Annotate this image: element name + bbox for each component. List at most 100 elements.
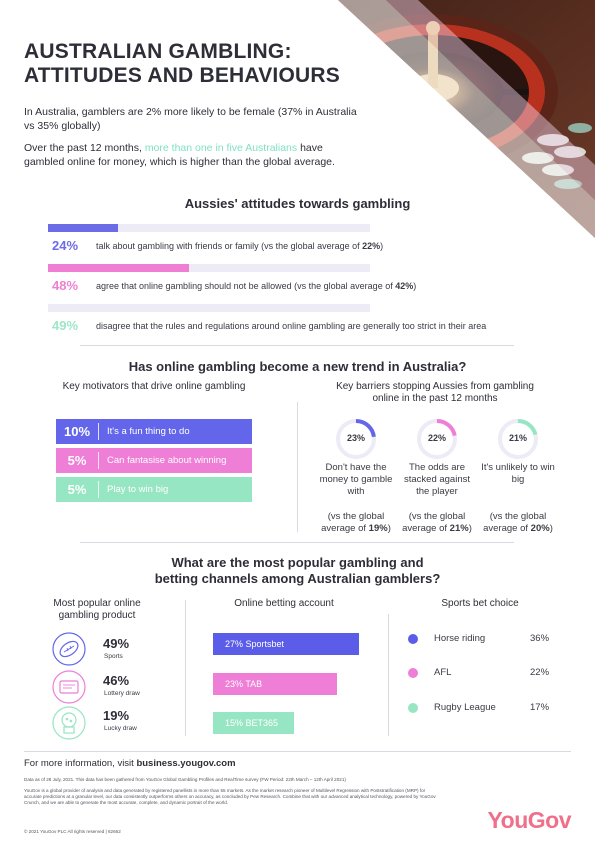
channels-title-line-2: betting channels among Australian gamble… — [154, 571, 441, 586]
barrier-label-3: It's unlikely to win big — [481, 462, 555, 485]
motivator-win-big: 5% Play to win big — [56, 477, 252, 502]
betting-bar-tab: 23% TAB — [213, 673, 337, 695]
intro-paragraph: In Australia, gamblers are 2% more likel… — [24, 106, 357, 132]
barrier-global-3-pre: average of — [483, 523, 531, 534]
product-pct-sports: 49% — [103, 636, 130, 651]
about-line-3: Crunch, and we are able to generate the … — [24, 800, 229, 805]
about-line-2: accurate predictions at a granular level… — [24, 794, 436, 799]
product-label-lottery: Lottery draw — [104, 690, 140, 697]
attitude-bar-2-fill — [48, 264, 189, 272]
divider-1 — [80, 345, 514, 346]
attitude-text-2-post: ) — [413, 281, 417, 291]
attitude-text-1-pre: talk about gambling with friends or fami… — [96, 241, 363, 251]
more-info-text: For more information, visit business.you… — [24, 758, 236, 769]
footer-divider — [24, 751, 571, 752]
attitude-pct-1: 24% — [52, 238, 79, 253]
barrier-global-3-line1: (vs the global — [489, 511, 547, 522]
barrier-ring-2-fill — [417, 419, 457, 459]
motivator-fantasise: 5% Can fantasise about winning — [56, 448, 252, 473]
channels-title: What are the most popular gambling and b… — [0, 555, 595, 587]
sports-title: Sports bet choice — [441, 598, 519, 609]
barrier-global-2-pre: average of — [402, 523, 450, 534]
attitude-pct-3: 49% — [52, 318, 79, 333]
attitude-text-3: disagree that the rules and regulations … — [96, 321, 486, 331]
sport-name-horse: Horse riding — [434, 633, 486, 644]
intro2-pre: Over the past 12 months, — [24, 142, 145, 154]
intro-online-paragraph: Over the past 12 months, more than one i… — [24, 142, 364, 169]
attitude-bar-3 — [48, 304, 370, 312]
hero-roulette-image — [268, 0, 595, 238]
about-line-1: YouGov is a global provider of analysis … — [24, 788, 426, 793]
motivator-fun-label: It's a fun thing to do — [107, 426, 190, 437]
lottery-ticket-icon — [52, 670, 86, 704]
motivators-title: Key motivators that drive online gamblin… — [62, 381, 246, 392]
motivator-fantasise-pct: 5% — [67, 453, 87, 468]
barrier-pct-3: 21% — [508, 433, 527, 443]
attitude-text-3-pre: disagree that the rules and regulations … — [96, 321, 487, 331]
barrier-global-3-bold: 20% — [530, 523, 550, 534]
barrier-global-1-pre: average of — [321, 523, 369, 534]
products-title: Most popular online gambling product — [30, 598, 164, 622]
motivator-fun: 10% It's a fun thing to do — [56, 419, 252, 444]
copyright: © 2021 YouGov PLC All rights reserved | … — [24, 829, 121, 834]
barrier-pct-2: 22% — [427, 433, 446, 443]
sport-pct-horse: 36% — [530, 633, 550, 644]
page-title: AUSTRALIAN GAMBLING: ATTITUDES AND BEHAV… — [24, 40, 340, 88]
sport-name-afl: AFL — [434, 667, 452, 678]
sport-name-rugby: Rugby League — [434, 702, 496, 713]
sport-dot-afl — [408, 668, 418, 678]
more-info-link[interactable]: business.yougov.com — [136, 758, 236, 769]
products-title-line-2: gambling product — [58, 610, 136, 621]
barrier-pct-1: 23% — [346, 433, 365, 443]
channels-vertical-divider-1 — [185, 600, 186, 736]
attitude-text-1-post: ) — [380, 241, 384, 251]
product-pct-lucky: 19% — [103, 708, 130, 723]
barrier-global-3: (vs the global average of 20%) — [474, 511, 562, 535]
barrier-global-1-post: ) — [387, 523, 391, 534]
barriers-title-line-2: online in the past 12 months — [372, 393, 498, 404]
barrier-global-2-line1: (vs the global — [408, 511, 466, 522]
barrier-ring-1-fill — [336, 419, 376, 459]
barrier-label-1: Don't have the money to gamble with — [319, 462, 393, 497]
sport-pct-afl: 22% — [530, 667, 550, 678]
barrier-ring-2 — [417, 419, 457, 459]
barrier-global-1-bold: 19% — [368, 523, 388, 534]
intro2-highlight: more than one in five Australians — [144, 142, 298, 154]
barrier-global-3-post: ) — [549, 523, 553, 534]
barriers-title-line-1: Key barriers stopping Aussies from gambl… — [336, 381, 534, 392]
attitude-text-1-bold: 22% — [362, 241, 381, 251]
roulette-wheel-illustration — [268, 0, 595, 238]
attitude-bar-2 — [48, 264, 370, 272]
attitude-text-1: talk about gambling with friends or fami… — [96, 241, 383, 251]
barrier-global-2-bold: 21% — [449, 523, 469, 534]
attitude-bar-1 — [48, 224, 370, 232]
motivator-fun-pct: 10% — [63, 424, 91, 439]
channels-title-line-1: What are the most popular gambling and — [171, 555, 424, 570]
barrier-ring-3 — [498, 419, 538, 459]
about-yougov: YouGov is a global provider of analysis … — [24, 788, 574, 806]
betting-bar-bet365: 15% BET365 — [213, 712, 294, 734]
barrier-ring-3-fill — [498, 419, 538, 459]
products-title-line-1: Most popular online — [53, 598, 141, 609]
trend-vertical-divider — [297, 402, 298, 532]
sport-dot-rugby — [408, 703, 418, 713]
title-line-2: ATTITUDES AND BEHAVIOURS — [24, 64, 340, 87]
sport-dot-horse — [408, 634, 418, 644]
attitude-bar-1-fill — [48, 224, 118, 232]
barriers-title: Key barriers stopping Aussies from gambl… — [300, 381, 570, 405]
channels-vertical-divider-2 — [388, 614, 389, 736]
product-label-lucky: Lucky draw — [104, 725, 137, 732]
motivator-win-big-label: Play to win big — [107, 484, 169, 495]
divider-2 — [80, 542, 514, 543]
barrier-global-1-line1: (vs the global — [327, 511, 385, 522]
more-info-pre: For more information, visit — [24, 758, 137, 769]
betting-title: Online betting account — [234, 598, 334, 609]
intro2-post: have gambled online for money, which is … — [24, 142, 335, 168]
barrier-global-2-post: ) — [468, 523, 472, 534]
motivator-win-big-pct: 5% — [67, 482, 87, 497]
football-icon — [52, 632, 86, 666]
attitude-text-2-bold: 42% — [395, 281, 414, 291]
barrier-label-2: The odds are stacked against the player — [403, 462, 470, 497]
title-line-1: AUSTRALIAN GAMBLING: — [24, 40, 292, 63]
product-label-sports: Sports — [104, 653, 123, 660]
